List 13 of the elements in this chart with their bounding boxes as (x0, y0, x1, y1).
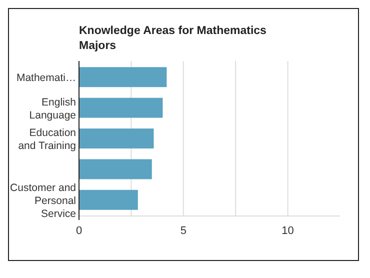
y-tick-label: Mathemati… (16, 72, 76, 84)
x-tick-label: 10 (282, 224, 294, 237)
y-tick-label: Education and Training (18, 127, 76, 152)
bar (79, 128, 154, 148)
y-tick-label: English Language (29, 96, 76, 122)
bar (79, 98, 163, 118)
bar (79, 159, 152, 180)
bar (79, 67, 167, 88)
x-tick-label: 5 (180, 224, 186, 237)
chart-title: Knowledge Areas for Mathematics Majors (79, 25, 266, 52)
y-tick-label: Customer and Personal Service (10, 182, 76, 220)
bar (79, 190, 138, 210)
x-tick-label: 0 (76, 224, 82, 237)
